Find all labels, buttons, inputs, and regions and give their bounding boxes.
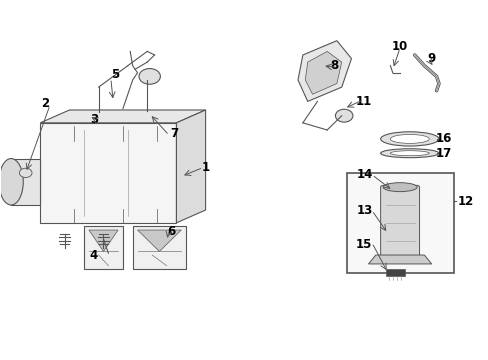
Ellipse shape — [389, 134, 428, 143]
Text: 5: 5 — [111, 68, 120, 81]
Polygon shape — [40, 123, 176, 223]
Polygon shape — [11, 158, 40, 205]
Ellipse shape — [0, 158, 23, 205]
Text: 15: 15 — [355, 238, 371, 251]
Text: 14: 14 — [356, 168, 372, 181]
Text: 2: 2 — [41, 97, 49, 110]
Polygon shape — [84, 226, 122, 269]
Text: 16: 16 — [435, 132, 451, 145]
Ellipse shape — [389, 151, 428, 156]
Text: 17: 17 — [435, 147, 451, 160]
Polygon shape — [137, 230, 181, 251]
Polygon shape — [176, 110, 205, 223]
Circle shape — [139, 68, 160, 84]
FancyBboxPatch shape — [380, 185, 419, 260]
Circle shape — [335, 109, 352, 122]
Circle shape — [20, 168, 32, 177]
Ellipse shape — [380, 149, 438, 158]
Polygon shape — [305, 51, 341, 94]
Polygon shape — [89, 230, 118, 251]
Text: 11: 11 — [355, 95, 371, 108]
Text: 12: 12 — [457, 195, 473, 208]
Text: 13: 13 — [356, 204, 372, 217]
Ellipse shape — [380, 132, 438, 146]
Polygon shape — [132, 226, 186, 269]
Text: 10: 10 — [391, 40, 407, 53]
Text: 6: 6 — [167, 225, 175, 238]
FancyBboxPatch shape — [385, 269, 404, 276]
Polygon shape — [368, 255, 431, 264]
Text: 1: 1 — [201, 161, 209, 174]
Text: 3: 3 — [89, 113, 98, 126]
Polygon shape — [297, 41, 351, 102]
Text: 4: 4 — [89, 248, 98, 261]
Polygon shape — [40, 110, 205, 123]
FancyBboxPatch shape — [346, 173, 453, 273]
Text: 7: 7 — [170, 127, 178, 140]
Text: 8: 8 — [330, 59, 338, 72]
Ellipse shape — [382, 183, 416, 192]
Text: 9: 9 — [427, 52, 435, 65]
